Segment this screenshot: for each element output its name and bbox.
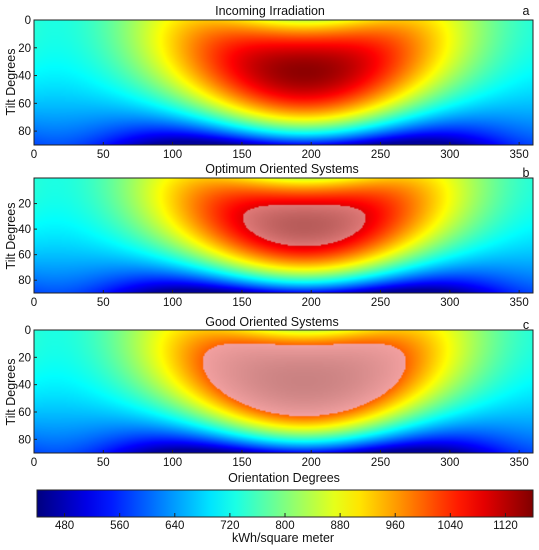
colorbar-gradient <box>36 489 534 518</box>
x-tick-label-c-150: 150 <box>232 457 251 469</box>
axis-ticks-b: 0 50 100 150 200 250 300 350 20 40 60 80 <box>18 199 529 309</box>
colorbar-ticks: 480 560 640 720 800 880 960 1040 1120 <box>55 513 518 532</box>
panel-letter-b: b <box>523 166 530 180</box>
panel-title-a: Incoming Irradiation <box>215 4 325 18</box>
x-tick-label-a-300: 300 <box>440 149 459 161</box>
plot-frame-c <box>33 329 534 454</box>
x-tick-label-a-0: 0 <box>31 149 37 161</box>
x-tick-label-c-100: 100 <box>163 457 182 469</box>
heatmap-panel-b: Optimum Oriented Systems b Tilt Degrees … <box>4 162 534 309</box>
axis-ticks-c: 0 50 100 150 200 250 300 350 0 20 40 60 80 <box>18 325 529 469</box>
colorbar-tick-label-960: 960 <box>386 520 405 532</box>
heatmap-image-c <box>34 330 533 453</box>
x-tick-label-b-200: 200 <box>302 297 321 309</box>
x-tick-label-a-150: 150 <box>232 149 251 161</box>
plot-frame-b <box>33 177 534 294</box>
colorbar-tick-label-1120: 1120 <box>493 520 518 532</box>
x-tick-label-b-350: 350 <box>510 297 529 309</box>
y-tick-label-a-20: 20 <box>18 43 31 55</box>
heatmap-image-a <box>34 20 533 145</box>
x-tick-label-b-100: 100 <box>163 297 182 309</box>
y-tick-label-c-40: 40 <box>18 380 31 392</box>
panel-letter-c: c <box>523 318 529 332</box>
y-tick-label-a-80: 80 <box>18 126 31 138</box>
x-tick-label-b-150: 150 <box>232 297 251 309</box>
heatmap-panel-c: Good Oriented Systems c Tilt Degrees 0 50… <box>4 315 534 485</box>
y-tick-label-b-20: 20 <box>18 199 31 211</box>
colorbar-label: kWh/square meter <box>232 531 334 545</box>
axis-ticks-a: 0 50 100 150 200 250 300 350 0 20 40 60 80 <box>18 15 529 161</box>
colorbar-tick-label-1040: 1040 <box>438 520 464 532</box>
x-tick-label-c-0: 0 <box>31 457 37 469</box>
y-axis-label-c: Tilt Degrees <box>4 359 18 426</box>
y-tick-label-a-0: 0 <box>25 15 31 27</box>
panel-title-b: Optimum Oriented Systems <box>205 162 359 176</box>
x-tick-label-a-200: 200 <box>302 149 321 161</box>
y-tick-label-c-80: 80 <box>18 434 31 446</box>
x-tick-label-b-300: 300 <box>440 297 459 309</box>
x-tick-label-a-350: 350 <box>510 149 529 161</box>
panel-title-c: Good Oriented Systems <box>205 315 338 329</box>
x-tick-label-c-200: 200 <box>302 457 321 469</box>
x-tick-label-b-0: 0 <box>31 297 37 309</box>
colorbar-tick-label-720: 720 <box>220 520 239 532</box>
y-tick-label-c-0: 0 <box>25 325 31 337</box>
x-tick-label-c-50: 50 <box>97 457 110 469</box>
y-tick-label-b-60: 60 <box>18 250 31 262</box>
colorbar: 480 560 640 720 800 880 960 1040 1120 kWh/square… <box>36 489 534 545</box>
y-tick-label-a-40: 40 <box>18 71 31 83</box>
y-tick-label-a-60: 60 <box>18 98 31 110</box>
y-tick-label-b-40: 40 <box>18 224 31 236</box>
colorbar-tick-label-880: 880 <box>331 520 350 532</box>
colorbar-tick-label-480: 480 <box>55 520 74 532</box>
plot-frame-a <box>33 19 534 146</box>
x-tick-label-c-300: 300 <box>440 457 459 469</box>
y-tick-label-c-60: 60 <box>18 407 31 419</box>
x-axis-label: Orientation Degrees <box>228 471 340 485</box>
x-tick-label-b-250: 250 <box>371 297 390 309</box>
colorbar-tick-label-560: 560 <box>110 520 129 532</box>
x-tick-label-c-250: 250 <box>371 457 390 469</box>
colorbar-tick-label-640: 640 <box>165 520 184 532</box>
panel-letter-a: a <box>523 4 530 18</box>
y-axis-label-a: Tilt Degrees <box>4 49 18 116</box>
heatmap-image-b <box>34 178 533 293</box>
x-tick-label-c-350: 350 <box>510 457 529 469</box>
x-tick-label-a-50: 50 <box>97 149 110 161</box>
x-tick-label-a-100: 100 <box>163 149 182 161</box>
colorbar-tick-label-800: 800 <box>275 520 294 532</box>
heatmap-panel-a: Incoming Irradiation a Tilt Degrees 0 50 1… <box>4 4 534 161</box>
y-axis-label-b: Tilt Degrees <box>4 203 18 270</box>
x-tick-label-a-250: 250 <box>371 149 390 161</box>
x-tick-label-b-50: 50 <box>97 297 110 309</box>
y-tick-label-c-20: 20 <box>18 352 31 364</box>
y-tick-label-b-80: 80 <box>18 275 31 287</box>
